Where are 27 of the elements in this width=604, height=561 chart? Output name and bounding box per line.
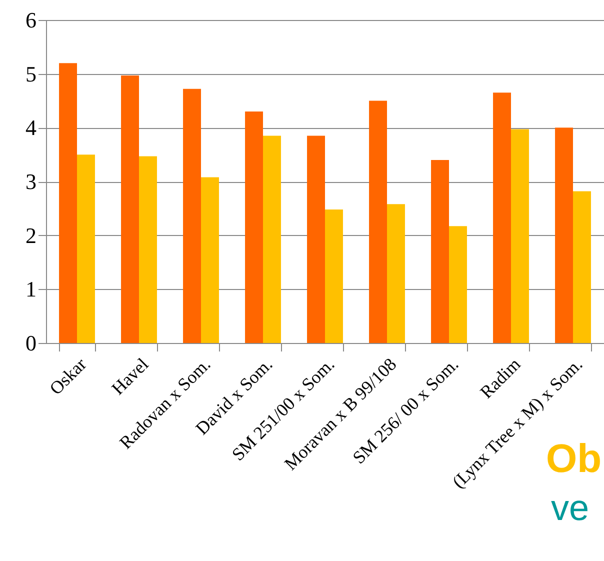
bar — [307, 136, 325, 343]
bar — [139, 156, 157, 343]
text: Ob — [546, 437, 602, 481]
bar — [555, 128, 573, 343]
y-tick-label: 5 — [26, 61, 36, 86]
y-tick-label: 2 — [26, 222, 36, 248]
bar — [121, 75, 139, 343]
y-tick-label: 6 — [26, 8, 36, 32]
bar — [573, 191, 591, 343]
bar — [387, 204, 405, 343]
y-tick-label: 3 — [26, 169, 36, 194]
bar — [431, 160, 449, 343]
bar — [263, 136, 281, 343]
bar — [77, 154, 95, 343]
bar — [201, 177, 219, 343]
bar — [511, 129, 529, 343]
bar — [369, 100, 387, 343]
y-tick-label: 0 — [26, 330, 36, 356]
bar — [449, 226, 467, 343]
bar — [493, 92, 511, 343]
text: ve — [551, 487, 590, 528]
bar — [245, 112, 263, 343]
bar — [325, 209, 343, 343]
bar — [59, 63, 77, 343]
bar — [183, 88, 201, 343]
y-tick-label: 4 — [26, 115, 36, 140]
y-tick-label: 1 — [26, 276, 36, 302]
